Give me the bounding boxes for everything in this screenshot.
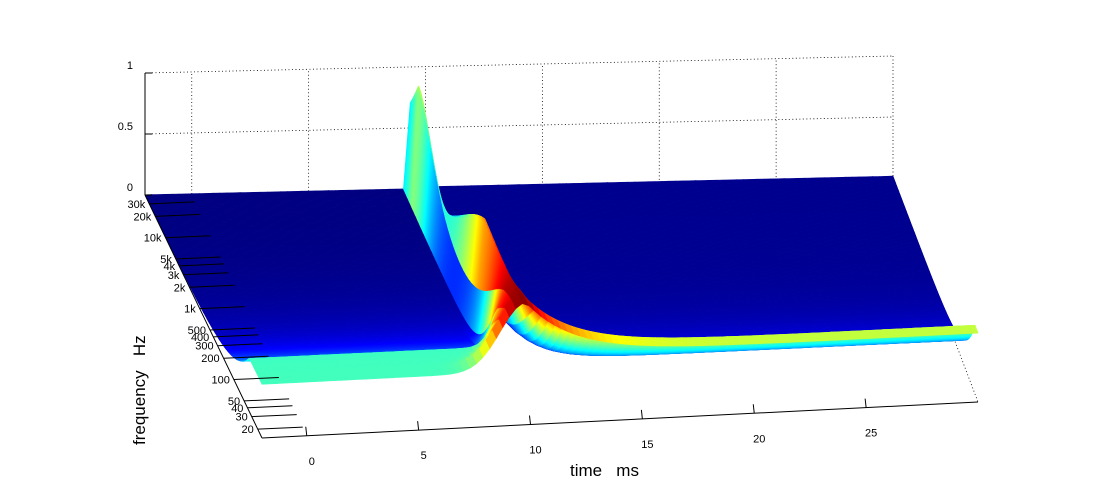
box-edge (144, 116, 894, 135)
box-edge (144, 55, 894, 74)
surface-plot (144, 85, 979, 385)
